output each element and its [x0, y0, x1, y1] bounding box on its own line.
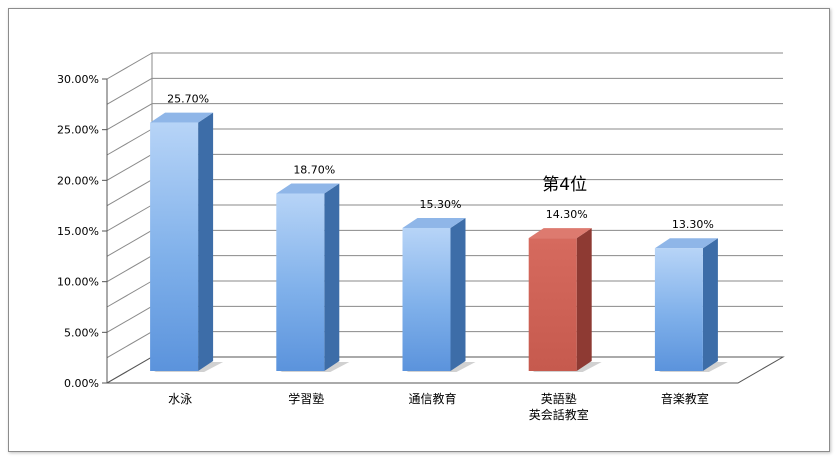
category-label: 英語塾	[541, 391, 577, 406]
gridline-diagonal	[106, 52, 153, 80]
gridline-diagonal	[106, 179, 153, 207]
grid-layer	[106, 52, 783, 384]
data-label: 14.30%	[546, 208, 588, 221]
bar-front	[150, 122, 199, 371]
y-tick-label: 0.00%	[64, 377, 99, 390]
bar-3	[528, 228, 602, 372]
axis-layer: 0.00% 5.00% 10.00% 15.00% 20.00% 25.00% 30.00%	[57, 53, 785, 390]
y-tick-label: 20.00%	[57, 174, 99, 187]
y-tick-label: 30.00%	[57, 73, 99, 86]
gridline-diagonal	[106, 77, 153, 105]
category-label: 水泳	[168, 392, 192, 406]
bar-layer	[150, 112, 728, 372]
bar-top	[402, 217, 466, 228]
bar-top	[654, 238, 718, 249]
annotation-label: 第4位	[542, 175, 587, 195]
bar-side	[324, 183, 340, 371]
gridline-diagonal	[106, 331, 153, 359]
bar-top	[276, 183, 340, 194]
chart-frame: 0.00% 5.00% 10.00% 15.00% 20.00% 25.00% 30.00%…	[8, 8, 830, 452]
gridline-diagonal	[106, 103, 153, 131]
bar-chart: 0.00% 5.00% 10.00% 15.00% 20.00% 25.00% 30.00%…	[57, 52, 785, 422]
gridline-diagonal	[106, 128, 153, 156]
data-label: 13.30%	[672, 218, 714, 231]
bar-side	[702, 238, 718, 371]
bar-2	[402, 217, 476, 372]
gridline-diagonal	[106, 280, 153, 308]
bar-front	[276, 193, 325, 371]
label-layer: 25.70% 水泳 18.70% 学習塾 15.30% 通信教育 14.30% 英語塾英会話教…	[167, 93, 714, 422]
data-label: 18.70%	[293, 164, 335, 177]
y-tick-label: 25.00%	[57, 124, 99, 137]
bar-4	[654, 238, 728, 372]
y-tick-label: 10.00%	[57, 276, 99, 289]
bar-front	[654, 248, 703, 371]
gridline-diagonal	[106, 204, 153, 232]
data-label: 15.30%	[420, 198, 462, 211]
category-label: 音楽教室	[661, 391, 709, 406]
y-tick-label: 5.00%	[64, 326, 99, 339]
bar-top	[528, 228, 592, 239]
bar-front	[402, 227, 451, 371]
bar-top	[150, 112, 214, 123]
floor-outline	[105, 356, 785, 384]
bar-0	[150, 112, 224, 372]
bar-front	[528, 238, 577, 371]
category-label: 英会話教室	[529, 407, 589, 422]
data-label: 25.70%	[167, 93, 209, 106]
bar-1	[276, 183, 350, 372]
gridline-diagonal	[106, 229, 153, 257]
category-label: 通信教育	[408, 391, 456, 406]
gridline-diagonal	[106, 255, 153, 283]
gridline-diagonal	[106, 305, 153, 333]
bar-side	[450, 217, 466, 371]
bar-side	[198, 112, 214, 371]
y-tick-label: 15.00%	[57, 225, 99, 238]
bar-side	[576, 228, 592, 371]
gridline-diagonal	[106, 153, 153, 181]
category-label: 学習塾	[288, 391, 324, 406]
